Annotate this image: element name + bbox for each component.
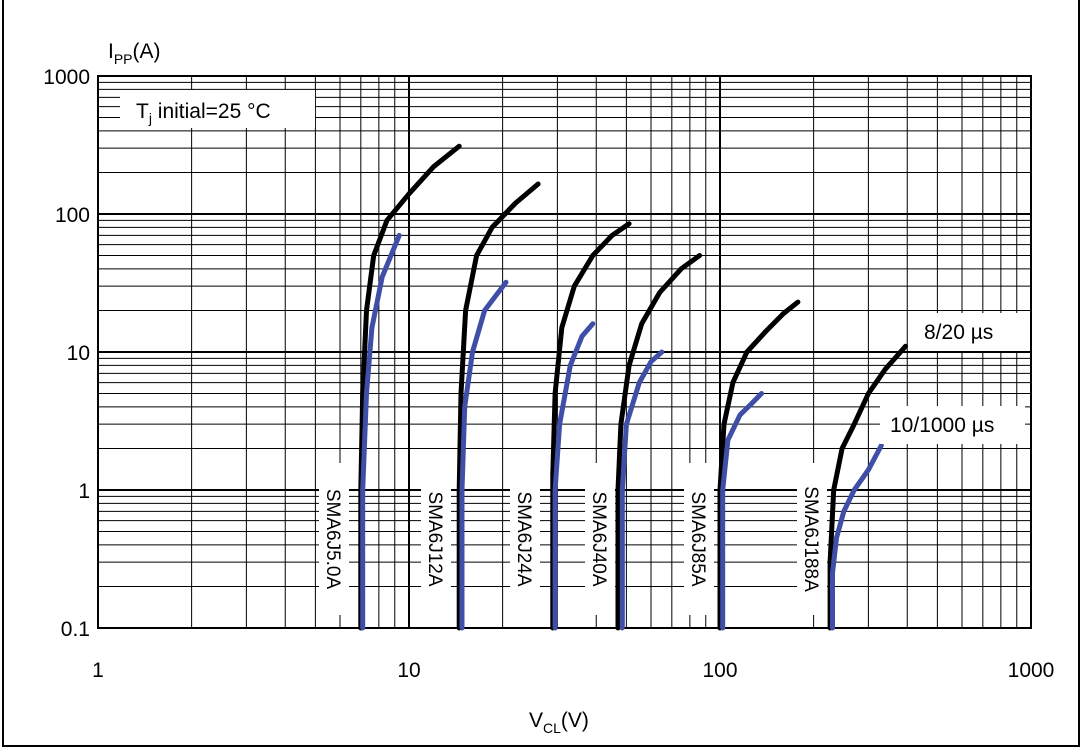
x-axis-label: VCL(V) — [529, 709, 589, 736]
x-tick-label: 1 — [92, 659, 104, 682]
condition-text: Tj initial=25 °C — [136, 100, 271, 126]
legend-8-20-box — [913, 313, 1025, 351]
curve-10-1000-SMA6J5.0A — [360, 232, 402, 631]
y-axis-label: IPP(A) — [108, 40, 161, 67]
curve-8-20-SMA6J24A — [550, 221, 632, 631]
x-tick-label: 10 — [397, 659, 420, 682]
device-label-box — [797, 463, 827, 615]
device-label: SMA6J24A — [513, 491, 534, 586]
device-label: SMA6J5.0A — [322, 489, 343, 590]
y-tick-label: 10 — [67, 342, 90, 365]
data-series — [358, 143, 908, 631]
legend-10-1000-box — [880, 406, 1025, 444]
curve-8-20-SMA6J12A — [456, 181, 541, 631]
device-label-box — [585, 463, 615, 615]
plot-border — [97, 75, 1032, 629]
device-label: SMA6J188A — [800, 486, 821, 592]
curve-8-20-SMA6J5.0A — [358, 143, 462, 631]
curve-10-1000-SMA6J85A — [720, 391, 764, 631]
legend-8-20: 8/20 µs — [924, 321, 993, 344]
curve-10-1000-SMA6J40A — [619, 349, 665, 631]
y-tick-label: 1000 — [43, 66, 90, 89]
device-label: SMA6J40A — [588, 491, 609, 586]
condition-box — [120, 90, 315, 128]
device-label-box — [510, 463, 540, 615]
device-labels: SMA6J5.0A SMA6J12A SMA6J24A SMA6J40A SMA6J85… — [319, 463, 827, 615]
curve-8-20-SMA6J188A — [827, 343, 908, 631]
curve-10-1000-SMA6J24A — [552, 321, 596, 631]
y-tick-label: 0.1 — [61, 618, 90, 641]
grid-lines — [97, 75, 1032, 629]
y-tick-label: 100 — [55, 204, 90, 227]
device-label: SMA6J85A — [687, 491, 708, 586]
device-label-box — [319, 463, 349, 615]
curve-8-20-SMA6J40A — [615, 253, 703, 631]
device-label: SMA6J12A — [424, 491, 445, 586]
legend-10-1000: 10/1000 µs — [890, 414, 994, 437]
device-label-box — [684, 463, 714, 615]
curve-8-20-SMA6J85A — [717, 299, 801, 631]
x-tick-label: 100 — [702, 659, 737, 682]
x-tick-label: 1000 — [1008, 659, 1055, 682]
device-label-box — [421, 463, 451, 615]
curve-10-1000-SMA6J12A — [459, 279, 509, 631]
y-tick-label: 1 — [78, 480, 90, 503]
curve-10-1000-SMA6J188A — [830, 443, 884, 631]
